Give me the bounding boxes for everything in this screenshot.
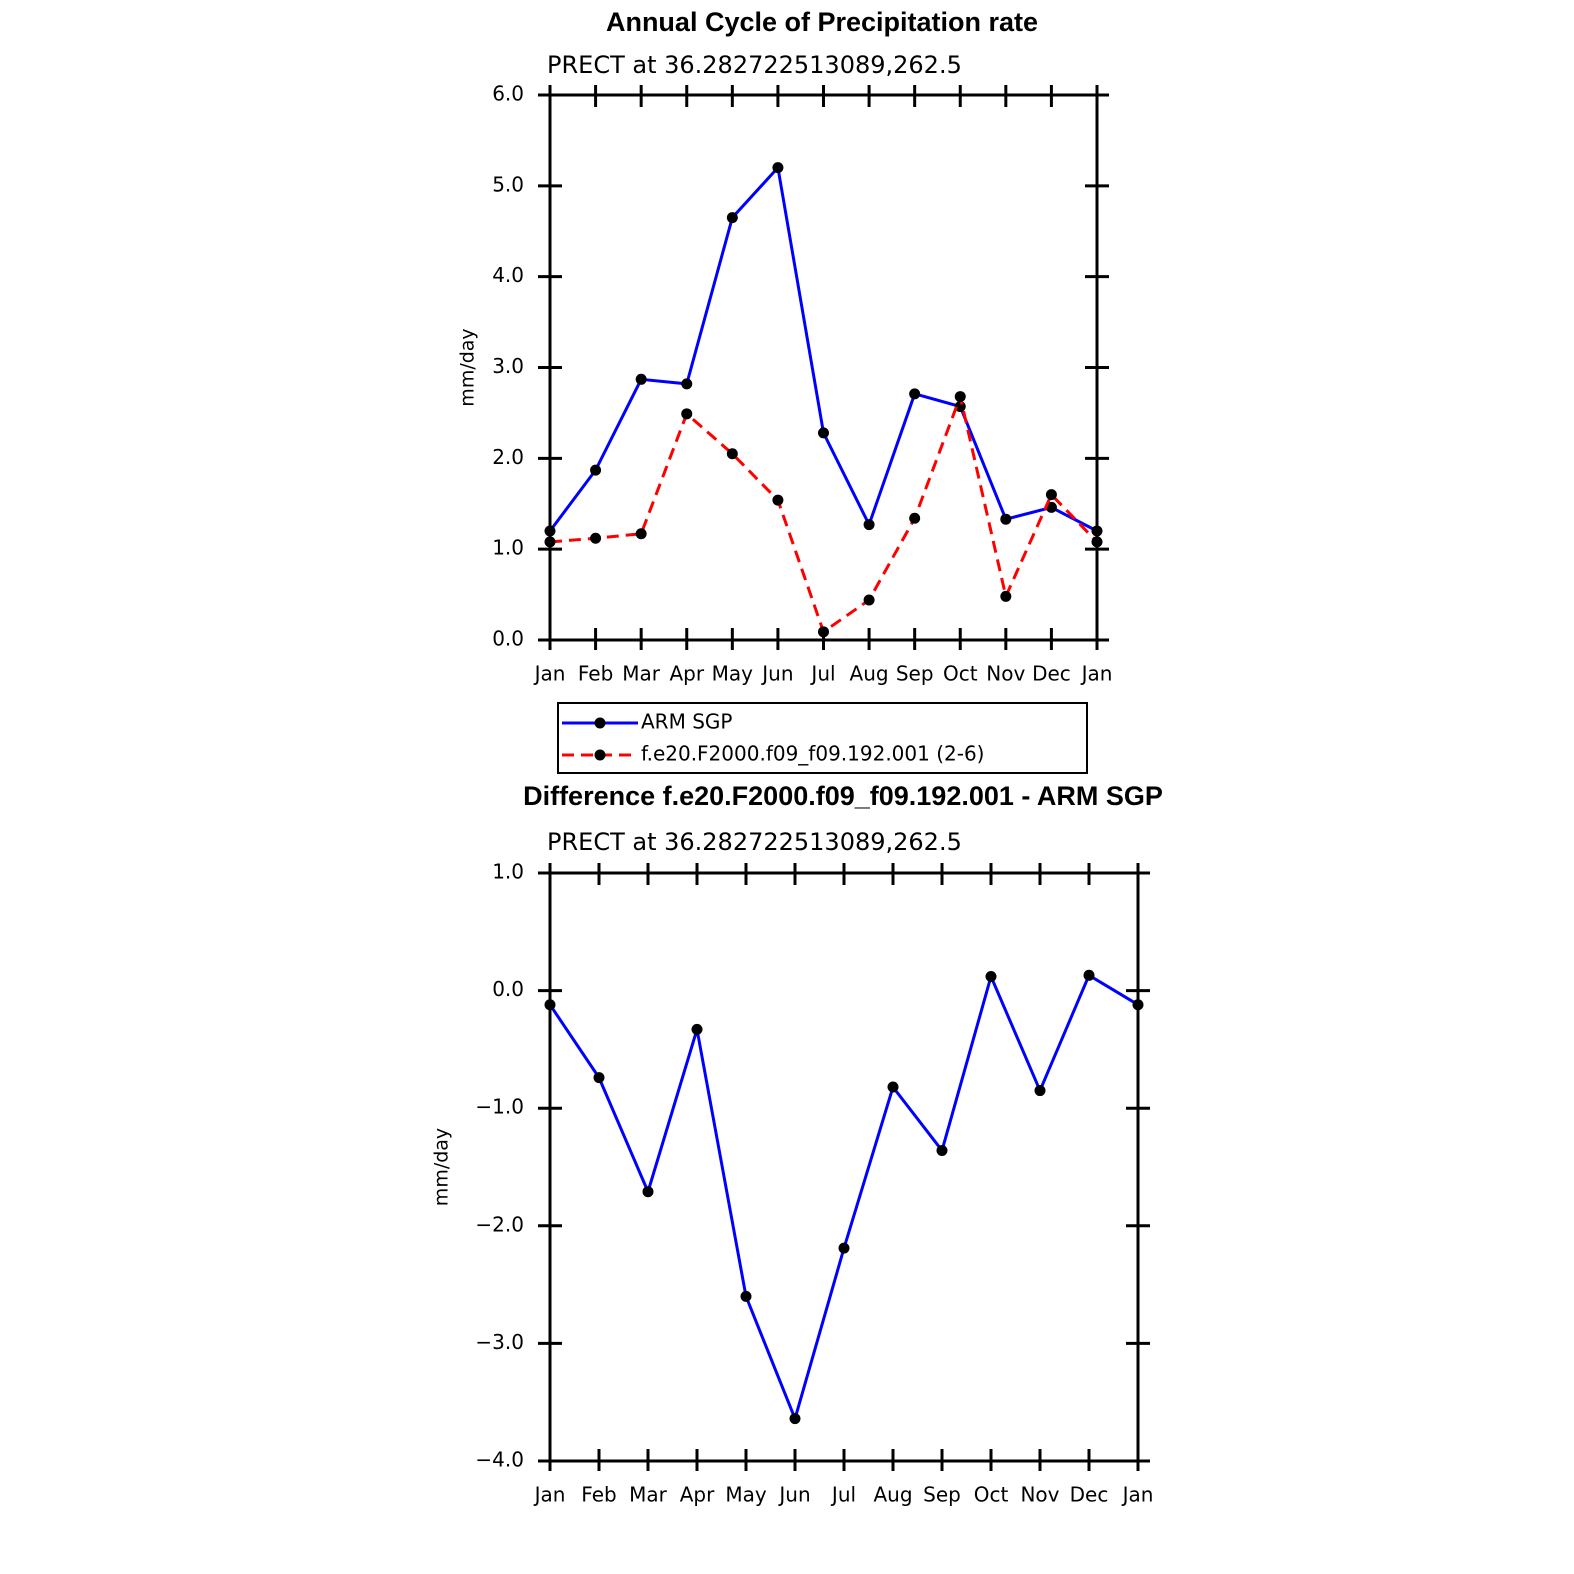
x-tick-label: Aug: [850, 662, 889, 686]
point: [1091, 536, 1103, 548]
x-tick-label: Jan: [1080, 662, 1113, 686]
point: [1000, 590, 1012, 602]
point: [635, 528, 647, 540]
point: [681, 408, 693, 420]
chart-title: Annual Cycle of Precipitation rate: [606, 7, 1038, 37]
point: [863, 519, 875, 531]
y-tick-label: 1.0: [492, 536, 524, 560]
point: [936, 1145, 948, 1157]
legend-marker: [594, 749, 606, 761]
x-tick-label: Apr: [680, 1483, 715, 1507]
x-tick-label: Sep: [896, 662, 934, 686]
point: [642, 1186, 654, 1198]
point: [726, 212, 738, 224]
point: [1045, 501, 1057, 513]
point: [1091, 525, 1103, 537]
point: [887, 1081, 899, 1093]
x-tick-label: Jun: [777, 1483, 810, 1507]
legend-marker: [594, 717, 606, 729]
point: [985, 970, 997, 982]
x-tick-label: Nov: [1020, 1483, 1059, 1507]
point: [772, 162, 784, 174]
x-tick-label: May: [725, 1483, 767, 1507]
y-tick-label: 4.0: [492, 263, 524, 287]
point: [544, 525, 556, 537]
point: [590, 532, 602, 544]
point: [593, 1072, 605, 1084]
y-tick-label: 6.0: [492, 82, 524, 106]
y-tick-label: 0.0: [492, 627, 524, 651]
x-tick-label: Oct: [943, 662, 978, 686]
x-tick-label: Apr: [669, 662, 704, 686]
y-tick-label: −3.0: [475, 1330, 524, 1354]
legend-label: ARM SGP: [641, 710, 732, 734]
point: [818, 626, 829, 638]
y-tick-label: 2.0: [492, 445, 524, 469]
y-tick-label: 3.0: [492, 354, 524, 378]
x-tick-label: Feb: [578, 662, 613, 686]
plot-frame: [548, 93, 1099, 642]
x-tick-label: Feb: [581, 1483, 616, 1507]
y-tick-label: −4.0: [475, 1448, 524, 1472]
point: [740, 1290, 752, 1302]
point: [691, 1023, 703, 1035]
y-tick-label: 1.0: [492, 860, 524, 884]
point: [1045, 489, 1057, 501]
chart-subtitle: PRECT at 36.282722513089,262.5: [547, 828, 962, 856]
x-tick-label: Nov: [986, 662, 1025, 686]
x-tick-label: Dec: [1032, 662, 1071, 686]
point: [681, 378, 693, 390]
series-line: [548, 972, 1139, 1424]
point: [838, 1242, 850, 1254]
x-tick-label: Sep: [923, 1483, 961, 1507]
series-line: [548, 164, 1098, 533]
y-tick-label: 0.0: [492, 977, 524, 1001]
point: [772, 494, 784, 506]
point: [1083, 969, 1095, 981]
x-tick-label: Jul: [809, 662, 835, 686]
x-tick-label: Mar: [622, 662, 661, 686]
point: [1132, 999, 1144, 1011]
point: [818, 427, 829, 439]
legend-label: f.e20.F2000.f09_f09.192.001 (2-6): [641, 742, 985, 766]
point: [590, 464, 602, 476]
x-tick-label: Jun: [760, 662, 793, 686]
point: [863, 594, 875, 606]
x-tick-label: Mar: [629, 1483, 668, 1507]
legend-box: [557, 702, 1088, 774]
point: [635, 373, 647, 385]
chart-subtitle: PRECT at 36.282722513089,262.5: [547, 51, 962, 79]
chart-title: Difference f.e20.F2000.f09_f09.192.001 -…: [523, 781, 1163, 811]
y-axis-label: mm/day: [457, 328, 479, 406]
point: [954, 391, 966, 403]
point: [1000, 513, 1012, 525]
point: [909, 512, 921, 524]
y-tick-label: −2.0: [475, 1212, 524, 1236]
point: [544, 999, 556, 1011]
plot-frame: [548, 871, 1140, 1463]
x-tick-label: Oct: [974, 1483, 1009, 1507]
x-tick-label: Jan: [533, 1483, 566, 1507]
x-tick-label: Jan: [533, 662, 566, 686]
x-tick-label: Jan: [1121, 1483, 1154, 1507]
x-tick-label: Aug: [873, 1483, 912, 1507]
x-tick-label: Dec: [1070, 1483, 1109, 1507]
y-tick-label: −1.0: [475, 1095, 524, 1119]
point: [1034, 1085, 1046, 1097]
y-axis-label: mm/day: [431, 1128, 453, 1206]
point: [789, 1413, 801, 1425]
point: [726, 448, 738, 460]
x-tick-label: Jul: [830, 1483, 856, 1507]
point: [544, 536, 556, 548]
y-tick-label: 5.0: [492, 172, 524, 196]
x-tick-label: May: [712, 662, 754, 686]
point: [909, 388, 921, 400]
